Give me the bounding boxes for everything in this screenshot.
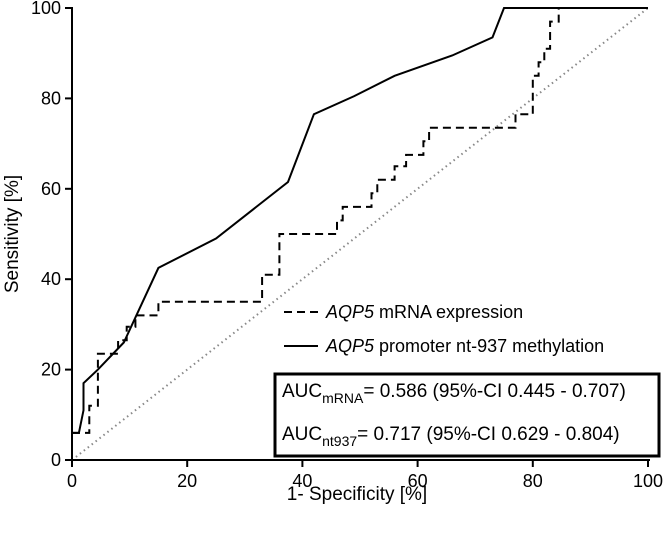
plot-lines — [71, 7, 649, 461]
y-tick-label: 60 — [41, 179, 61, 199]
x-tick-label: 0 — [67, 471, 77, 491]
legend: AQP5 mRNA expression AQP5 promoter nt-93… — [284, 302, 604, 356]
x-tick-label: 40 — [292, 471, 312, 491]
y-tick-label: 100 — [31, 0, 61, 18]
axes: 0 20 40 60 80 100 0 20 40 60 80 100 — [31, 0, 663, 491]
y-tick-label: 0 — [51, 450, 61, 470]
series-mrna-line — [72, 7, 568, 434]
x-tick-label: 20 — [177, 471, 197, 491]
auc-nt937-text: AUCnt937= 0.717 (95%-CI 0.629 - 0.804) — [282, 424, 620, 449]
x-tick-label: 80 — [523, 471, 543, 491]
y-tick-label: 20 — [41, 360, 61, 380]
auc-box-frame — [273, 372, 661, 458]
x-tick-label: 60 — [408, 471, 428, 491]
y-tick-label: 40 — [41, 269, 61, 289]
x-axis-label: 1- Specificity [%] — [287, 484, 427, 505]
legend-label-methylation: AQP5 promoter nt-937 methylation — [325, 336, 604, 356]
legend-label-mrna: AQP5 mRNA expression — [325, 302, 523, 322]
y-tick-label: 80 — [41, 88, 61, 108]
x-tick-label: 100 — [633, 471, 663, 491]
y-axis-label: Sensitivity [%] — [2, 175, 23, 293]
auc-box: AUCmRNA= 0.586 (95%-CI 0.445 - 0.707) AU… — [273, 372, 661, 458]
reference-diagonal-line — [71, 7, 649, 461]
auc-mrna-text: AUCmRNA= 0.586 (95%-CI 0.445 - 0.707) — [282, 381, 626, 406]
series-methylation-line — [72, 7, 648, 434]
